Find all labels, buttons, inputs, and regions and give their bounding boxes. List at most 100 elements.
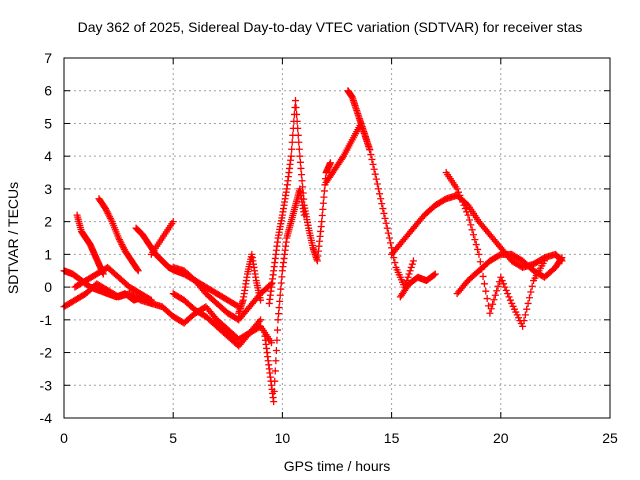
data-point bbox=[295, 138, 303, 146]
chart-title: Day 362 of 2025, Sidereal Day-to-day VTE… bbox=[78, 19, 583, 35]
data-point bbox=[147, 296, 155, 304]
x-tick-label: 10 bbox=[275, 430, 291, 446]
plot-frame bbox=[63, 57, 611, 419]
y-tick-label: 3 bbox=[44, 181, 52, 197]
series-track-3 bbox=[73, 211, 107, 278]
x-tick-label: 5 bbox=[169, 430, 177, 446]
data-point bbox=[273, 336, 281, 344]
data-point bbox=[391, 259, 399, 267]
data-point bbox=[521, 311, 529, 319]
y-tick-label: -3 bbox=[40, 377, 53, 393]
data-point bbox=[407, 263, 415, 271]
data-point bbox=[104, 209, 112, 217]
data-points bbox=[60, 87, 566, 406]
data-point bbox=[372, 175, 380, 183]
data-point bbox=[502, 286, 510, 294]
data-point bbox=[431, 270, 439, 278]
data-point bbox=[255, 317, 263, 325]
data-point bbox=[274, 316, 282, 324]
data-point bbox=[497, 273, 505, 281]
data-point bbox=[107, 216, 115, 224]
data-point bbox=[288, 138, 296, 146]
data-point bbox=[115, 236, 123, 244]
data-point bbox=[320, 187, 328, 195]
data-point bbox=[470, 231, 477, 239]
data-point bbox=[501, 283, 509, 291]
series-track-14 bbox=[453, 250, 566, 298]
series-track-11 bbox=[344, 87, 374, 154]
data-point bbox=[293, 117, 301, 125]
data-point bbox=[366, 146, 374, 154]
data-point bbox=[106, 213, 114, 221]
y-tick-label: 2 bbox=[44, 214, 52, 230]
data-point bbox=[338, 154, 346, 162]
data-point bbox=[270, 398, 278, 406]
data-point bbox=[409, 257, 417, 265]
data-point bbox=[476, 258, 484, 266]
data-point bbox=[115, 234, 123, 242]
data-point bbox=[500, 280, 508, 288]
series-track-9 bbox=[261, 185, 308, 406]
data-point bbox=[257, 296, 265, 304]
data-point bbox=[465, 216, 473, 224]
data-point bbox=[461, 205, 469, 213]
data-point bbox=[387, 239, 395, 247]
data-point bbox=[558, 254, 566, 262]
data-point bbox=[453, 185, 461, 193]
axis-ticks bbox=[63, 57, 611, 419]
y-tick-label: 1 bbox=[44, 246, 52, 262]
x-tick-label: 25 bbox=[602, 430, 618, 446]
series-track-12 bbox=[388, 191, 566, 271]
data-point bbox=[294, 131, 302, 139]
data-point bbox=[456, 191, 464, 199]
data-point bbox=[471, 236, 479, 244]
data-point bbox=[275, 310, 283, 318]
data-point bbox=[523, 305, 531, 313]
data-point bbox=[287, 152, 295, 160]
data-point bbox=[273, 326, 281, 334]
y-tick-label: 7 bbox=[44, 50, 52, 66]
series-track-16 bbox=[169, 290, 265, 350]
data-point bbox=[102, 206, 110, 214]
data-point bbox=[292, 97, 300, 105]
y-tick-label: -4 bbox=[40, 410, 53, 426]
data-point bbox=[382, 219, 390, 227]
x-tick-label: 0 bbox=[60, 430, 68, 446]
data-point bbox=[271, 367, 279, 375]
grid-lines bbox=[64, 58, 610, 418]
data-point bbox=[527, 288, 535, 296]
data-point bbox=[272, 357, 280, 365]
data-point bbox=[300, 211, 308, 219]
data-point bbox=[106, 214, 114, 222]
data-point bbox=[133, 266, 141, 273]
data-point bbox=[482, 287, 490, 295]
data-point bbox=[105, 211, 113, 219]
data-point bbox=[498, 277, 506, 285]
data-point bbox=[383, 224, 391, 232]
data-point bbox=[298, 171, 306, 179]
data-point bbox=[487, 305, 495, 313]
data-point bbox=[318, 212, 326, 219]
data-point bbox=[319, 205, 327, 213]
data-point bbox=[475, 250, 483, 258]
data-point bbox=[504, 290, 512, 298]
data-point bbox=[288, 145, 296, 153]
series-track-13 bbox=[442, 169, 548, 330]
data-point bbox=[467, 221, 475, 229]
data-point bbox=[557, 255, 565, 263]
data-point bbox=[479, 272, 487, 280]
data-point bbox=[480, 280, 488, 288]
data-point bbox=[494, 282, 502, 290]
y-tick-label: 4 bbox=[44, 148, 52, 164]
data-point bbox=[292, 104, 300, 111]
data-point bbox=[464, 211, 472, 219]
data-point bbox=[293, 110, 301, 118]
data-point bbox=[119, 242, 127, 250]
data-point bbox=[296, 158, 304, 166]
data-point bbox=[540, 257, 548, 265]
data-point bbox=[275, 304, 283, 312]
data-point bbox=[272, 347, 280, 354]
data-point bbox=[120, 244, 128, 252]
data-point bbox=[468, 226, 476, 234]
data-point bbox=[474, 245, 482, 253]
